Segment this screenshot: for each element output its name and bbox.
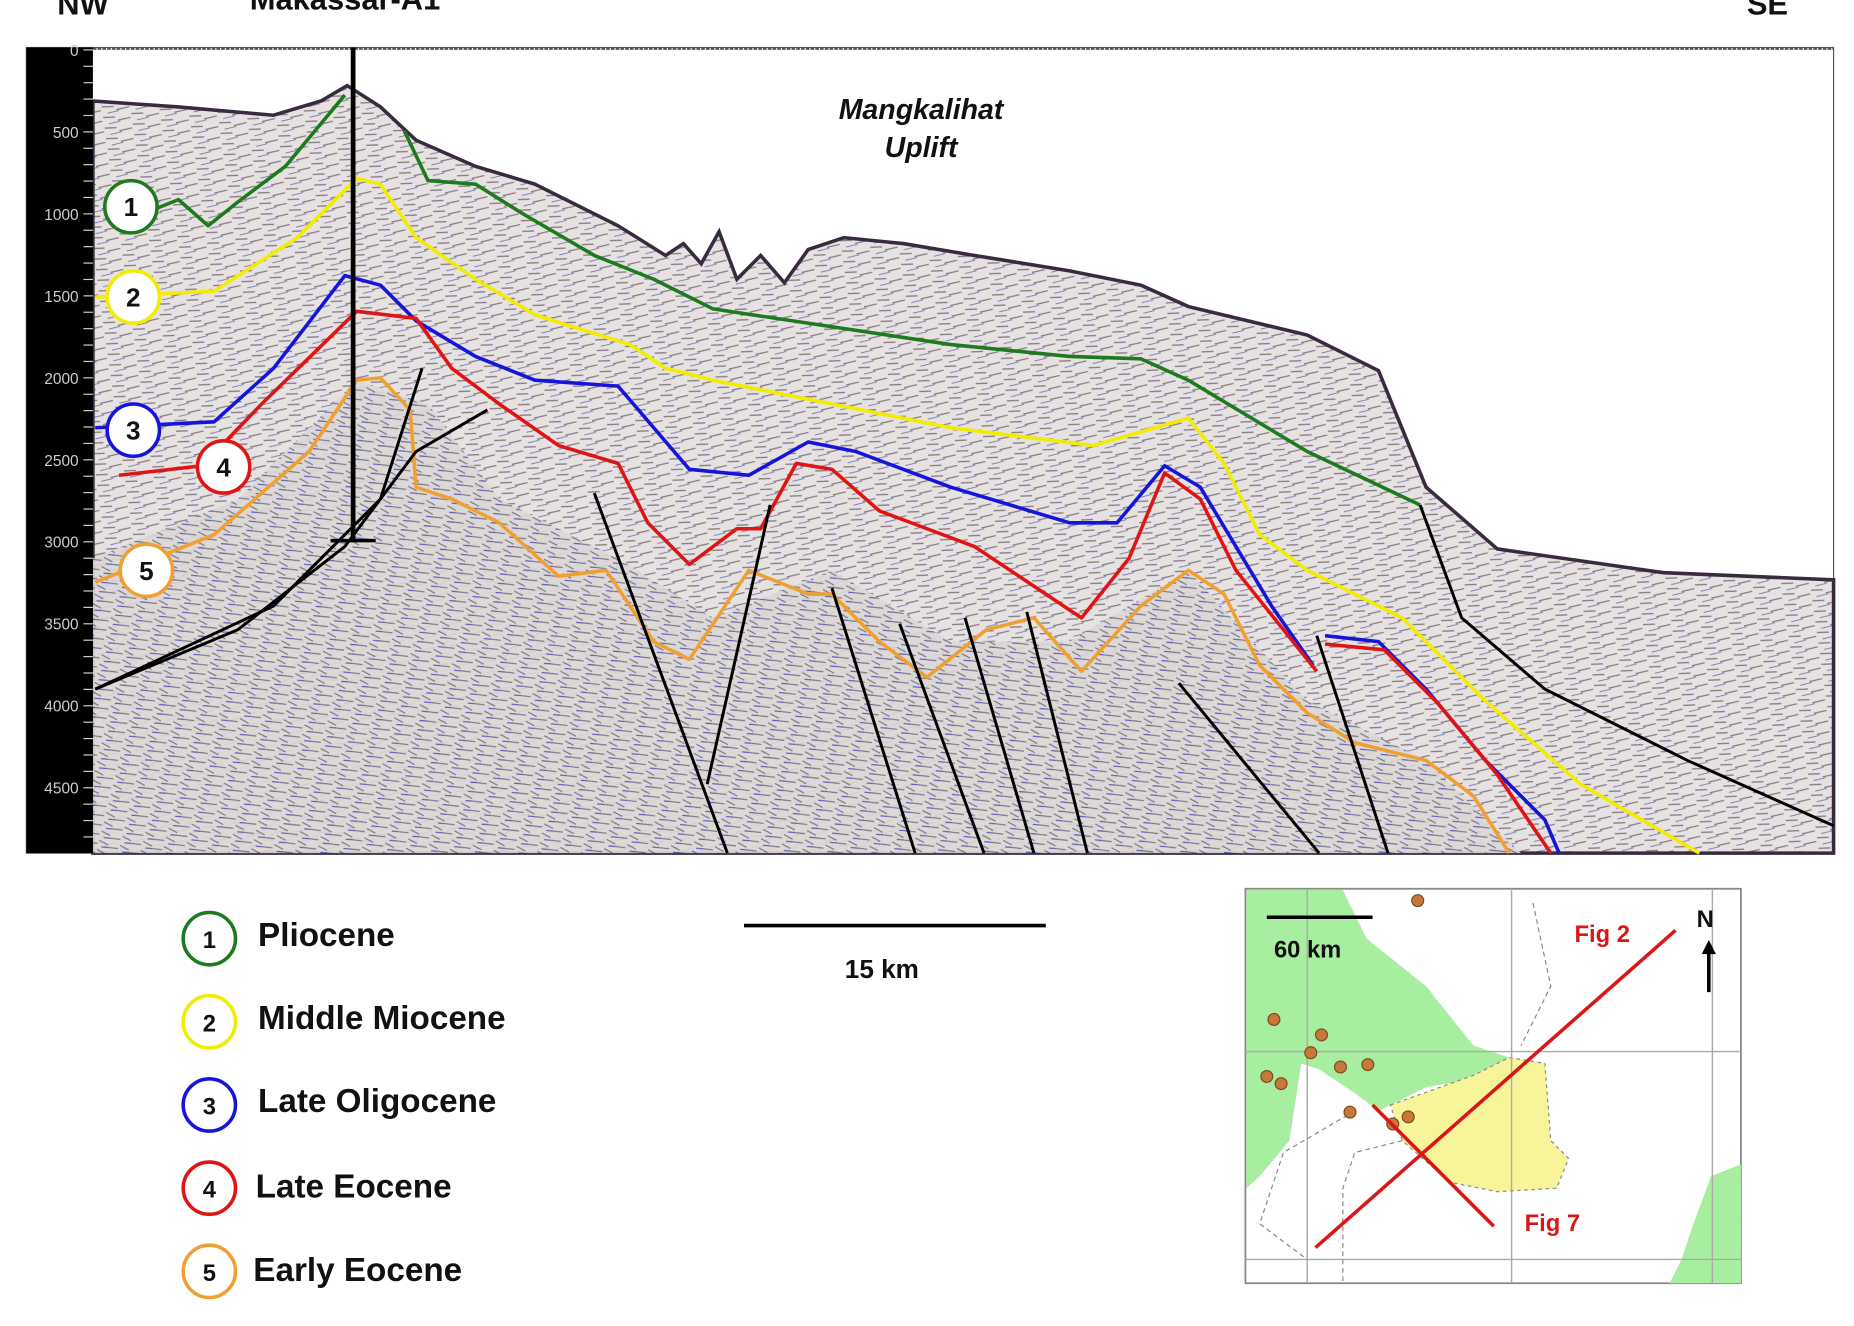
svg-text:3: 3	[203, 1094, 216, 1121]
land-area	[1246, 889, 1510, 1189]
depth-tick-label: 2000	[44, 371, 78, 388]
svg-text:Pliocene: Pliocene	[258, 917, 395, 954]
horizon-5-line	[94, 376, 1511, 855]
se-label: SE	[1747, 0, 1788, 21]
depth-tick-label: 4500	[44, 781, 78, 798]
svg-text:1: 1	[203, 927, 216, 954]
svg-text:4: 4	[216, 452, 231, 482]
svg-text:Late Oligocene: Late Oligocene	[258, 1083, 496, 1120]
horizon-2-line	[95, 176, 1701, 855]
horizon-3-line	[95, 273, 1315, 667]
horizon-marker-2: 2	[105, 269, 162, 325]
svg-text:3: 3	[126, 416, 141, 446]
uplift-annotation: Mangkalihat	[839, 94, 1005, 126]
fig7-label: Fig 7	[1525, 1210, 1580, 1237]
depth-tick-label: 0	[70, 43, 79, 60]
well-trajectory	[330, 47, 376, 543]
uplift-annotation: Uplift	[885, 132, 959, 164]
legend-item-early-eocene: 5 Early Eocene	[181, 1243, 462, 1300]
legend-item-pliocene: 1 Pliocene	[181, 910, 395, 967]
fig2-label: Fig 2	[1575, 921, 1630, 948]
horizon-marker-3: 3	[105, 402, 162, 459]
svg-text:Late Eocene: Late Eocene	[256, 1169, 452, 1206]
legend-item-middle-miocene: 2 Middle Miocene	[181, 993, 506, 1050]
depth-axis	[26, 47, 93, 854]
svg-text:5: 5	[139, 556, 154, 586]
north-label: N	[1697, 906, 1714, 933]
svg-text:5: 5	[203, 1260, 216, 1287]
depth-tick-label: 500	[53, 125, 79, 142]
depth-tick-label: 3500	[44, 617, 78, 634]
horizon-lines	[94, 93, 1701, 855]
fig7-line	[1371, 1103, 1496, 1228]
horizon-4-line	[118, 309, 1319, 673]
land-area	[1669, 1164, 1741, 1284]
nw-label: NW	[57, 0, 109, 21]
horizon-marker-1: 1	[103, 178, 159, 235]
map-scale-label: 60 km	[1274, 937, 1341, 964]
horizon-markers: 1 2 3 4 5	[103, 178, 252, 599]
inset-map: 60 km Fig 2 Fig 7 N	[1244, 887, 1742, 1285]
scale-bar: 15 km	[744, 923, 1046, 984]
depth-tick-label: 1000	[44, 207, 78, 224]
horizon-marker-4: 4	[195, 439, 252, 495]
svg-text:2: 2	[126, 283, 141, 313]
depth-tick-label: 4000	[44, 699, 78, 716]
well-name-label: Makassar-A1	[250, 0, 441, 17]
legend-item-late-oligocene: 3 Late Oligocene	[181, 1077, 496, 1133]
depth-tick-label: 3000	[44, 535, 78, 552]
svg-text:4: 4	[203, 1177, 217, 1204]
svg-text:Early Eocene: Early Eocene	[253, 1252, 462, 1289]
legend: 1 Pliocene 2 Middle Miocene 3 Late Oligocen…	[181, 910, 506, 1300]
fig2-line	[1314, 929, 1677, 1249]
horizon-4-line	[1324, 642, 1553, 855]
seismic-section: 0 500 1000 1500 2000 2500 3000 3500 4000 4500	[25, 43, 1836, 855]
north-arrow-icon	[1701, 939, 1716, 993]
depth-tick-label: 1500	[44, 289, 78, 306]
svg-text:Middle Miocene: Middle Miocene	[258, 1000, 506, 1037]
legend-item-late-eocene: 4 Late Eocene	[181, 1160, 452, 1217]
svg-text:1: 1	[124, 192, 139, 222]
horizon-1-line	[402, 129, 1421, 507]
faults	[94, 367, 1835, 855]
svg-text:2: 2	[203, 1010, 216, 1037]
horizon-marker-5: 5	[118, 542, 175, 599]
svg-text:15 km: 15 km	[845, 954, 919, 984]
depth-tick-label: 2500	[44, 453, 78, 470]
